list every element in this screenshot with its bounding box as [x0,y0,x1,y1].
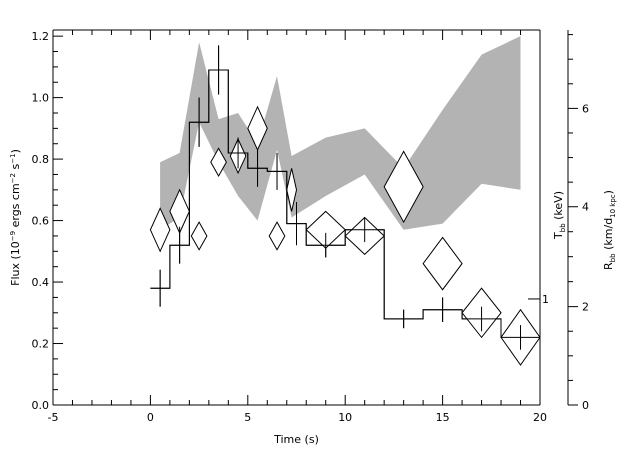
y-axis-title-part: ) [9,149,22,153]
temperature-axis-title-part: (keV) [552,191,565,223]
temperature-diamond-3 [210,147,227,178]
radius-axis-title-part: bb [609,253,617,262]
y-axis-title-part: −1 [9,153,17,163]
temperature-diamond-10 [383,150,424,224]
temperature-axis-title-part: bb [559,223,567,232]
y-tick-label-6: 1.2 [32,30,50,43]
temperature-diamond-7 [286,168,298,212]
y2-tick-label-2: 2 [582,301,589,314]
y-tick-label-4: 0.8 [32,153,50,166]
y-axis-title-part: ergs cm [9,183,22,231]
y-tick-label-0: 0.0 [32,399,50,412]
y-axis-title-part: Flux (10 [9,241,22,286]
x-tick-label-2: 5 [244,411,251,424]
x-tick-label-1: 0 [147,411,154,424]
radius-band [160,36,521,230]
temperature-diamond-6 [268,221,286,251]
temperature-diamond-2 [190,221,208,251]
y-axis-title: Flux (10−9 ergs cm−2 s−1) [9,149,22,286]
radius-band-layer [160,36,521,230]
axes-layer [52,29,578,406]
x-tick-label-3: 10 [338,411,352,424]
radius-axis-title-part: 10 kpc [609,194,617,218]
labels-layer: -5 0 5 10 15 200.00.20.40.60.81.01.264201Time… [9,30,617,446]
temperature-axis-title-part: T [552,232,565,240]
radius-axis-title-part: (km/d [602,218,615,254]
radius-axis-title: Rbb (km/d10 kpc) [602,190,617,270]
x-tick-label-4: 15 [436,411,450,424]
y-axis-title-part: −9 [9,231,17,241]
x-axis-title: Time (s) [273,433,319,446]
y2-tick-label-1: 4 [582,201,589,214]
y2-tick-label-3: 0 [582,399,589,412]
radius-axis-title-part: ) [602,190,615,194]
temperature-diamond-layer [149,45,541,366]
radius-axis-title-part: R [602,262,615,270]
y-tick-label-1: 0.2 [32,338,50,351]
x-tick-label-0: -5 [48,411,59,424]
temperature-axis-tick-label: 1 [542,293,549,306]
x-tick-label-5: 20 [533,411,547,424]
temperature-diamond-0 [149,207,171,253]
temperature-axis-title: Tbb (keV) [552,191,567,240]
y-tick-label-2: 0.4 [32,276,50,289]
y-axis-title-part: s [9,163,22,172]
y-axis-title-part: −2 [9,173,17,183]
temperature-diamond-11 [422,236,463,291]
y-tick-label-5: 1.0 [32,92,50,105]
y2-tick-label-0: 6 [582,102,589,115]
flux-histogram-overlay [150,69,540,338]
y-tick-label-3: 0.6 [32,215,50,228]
